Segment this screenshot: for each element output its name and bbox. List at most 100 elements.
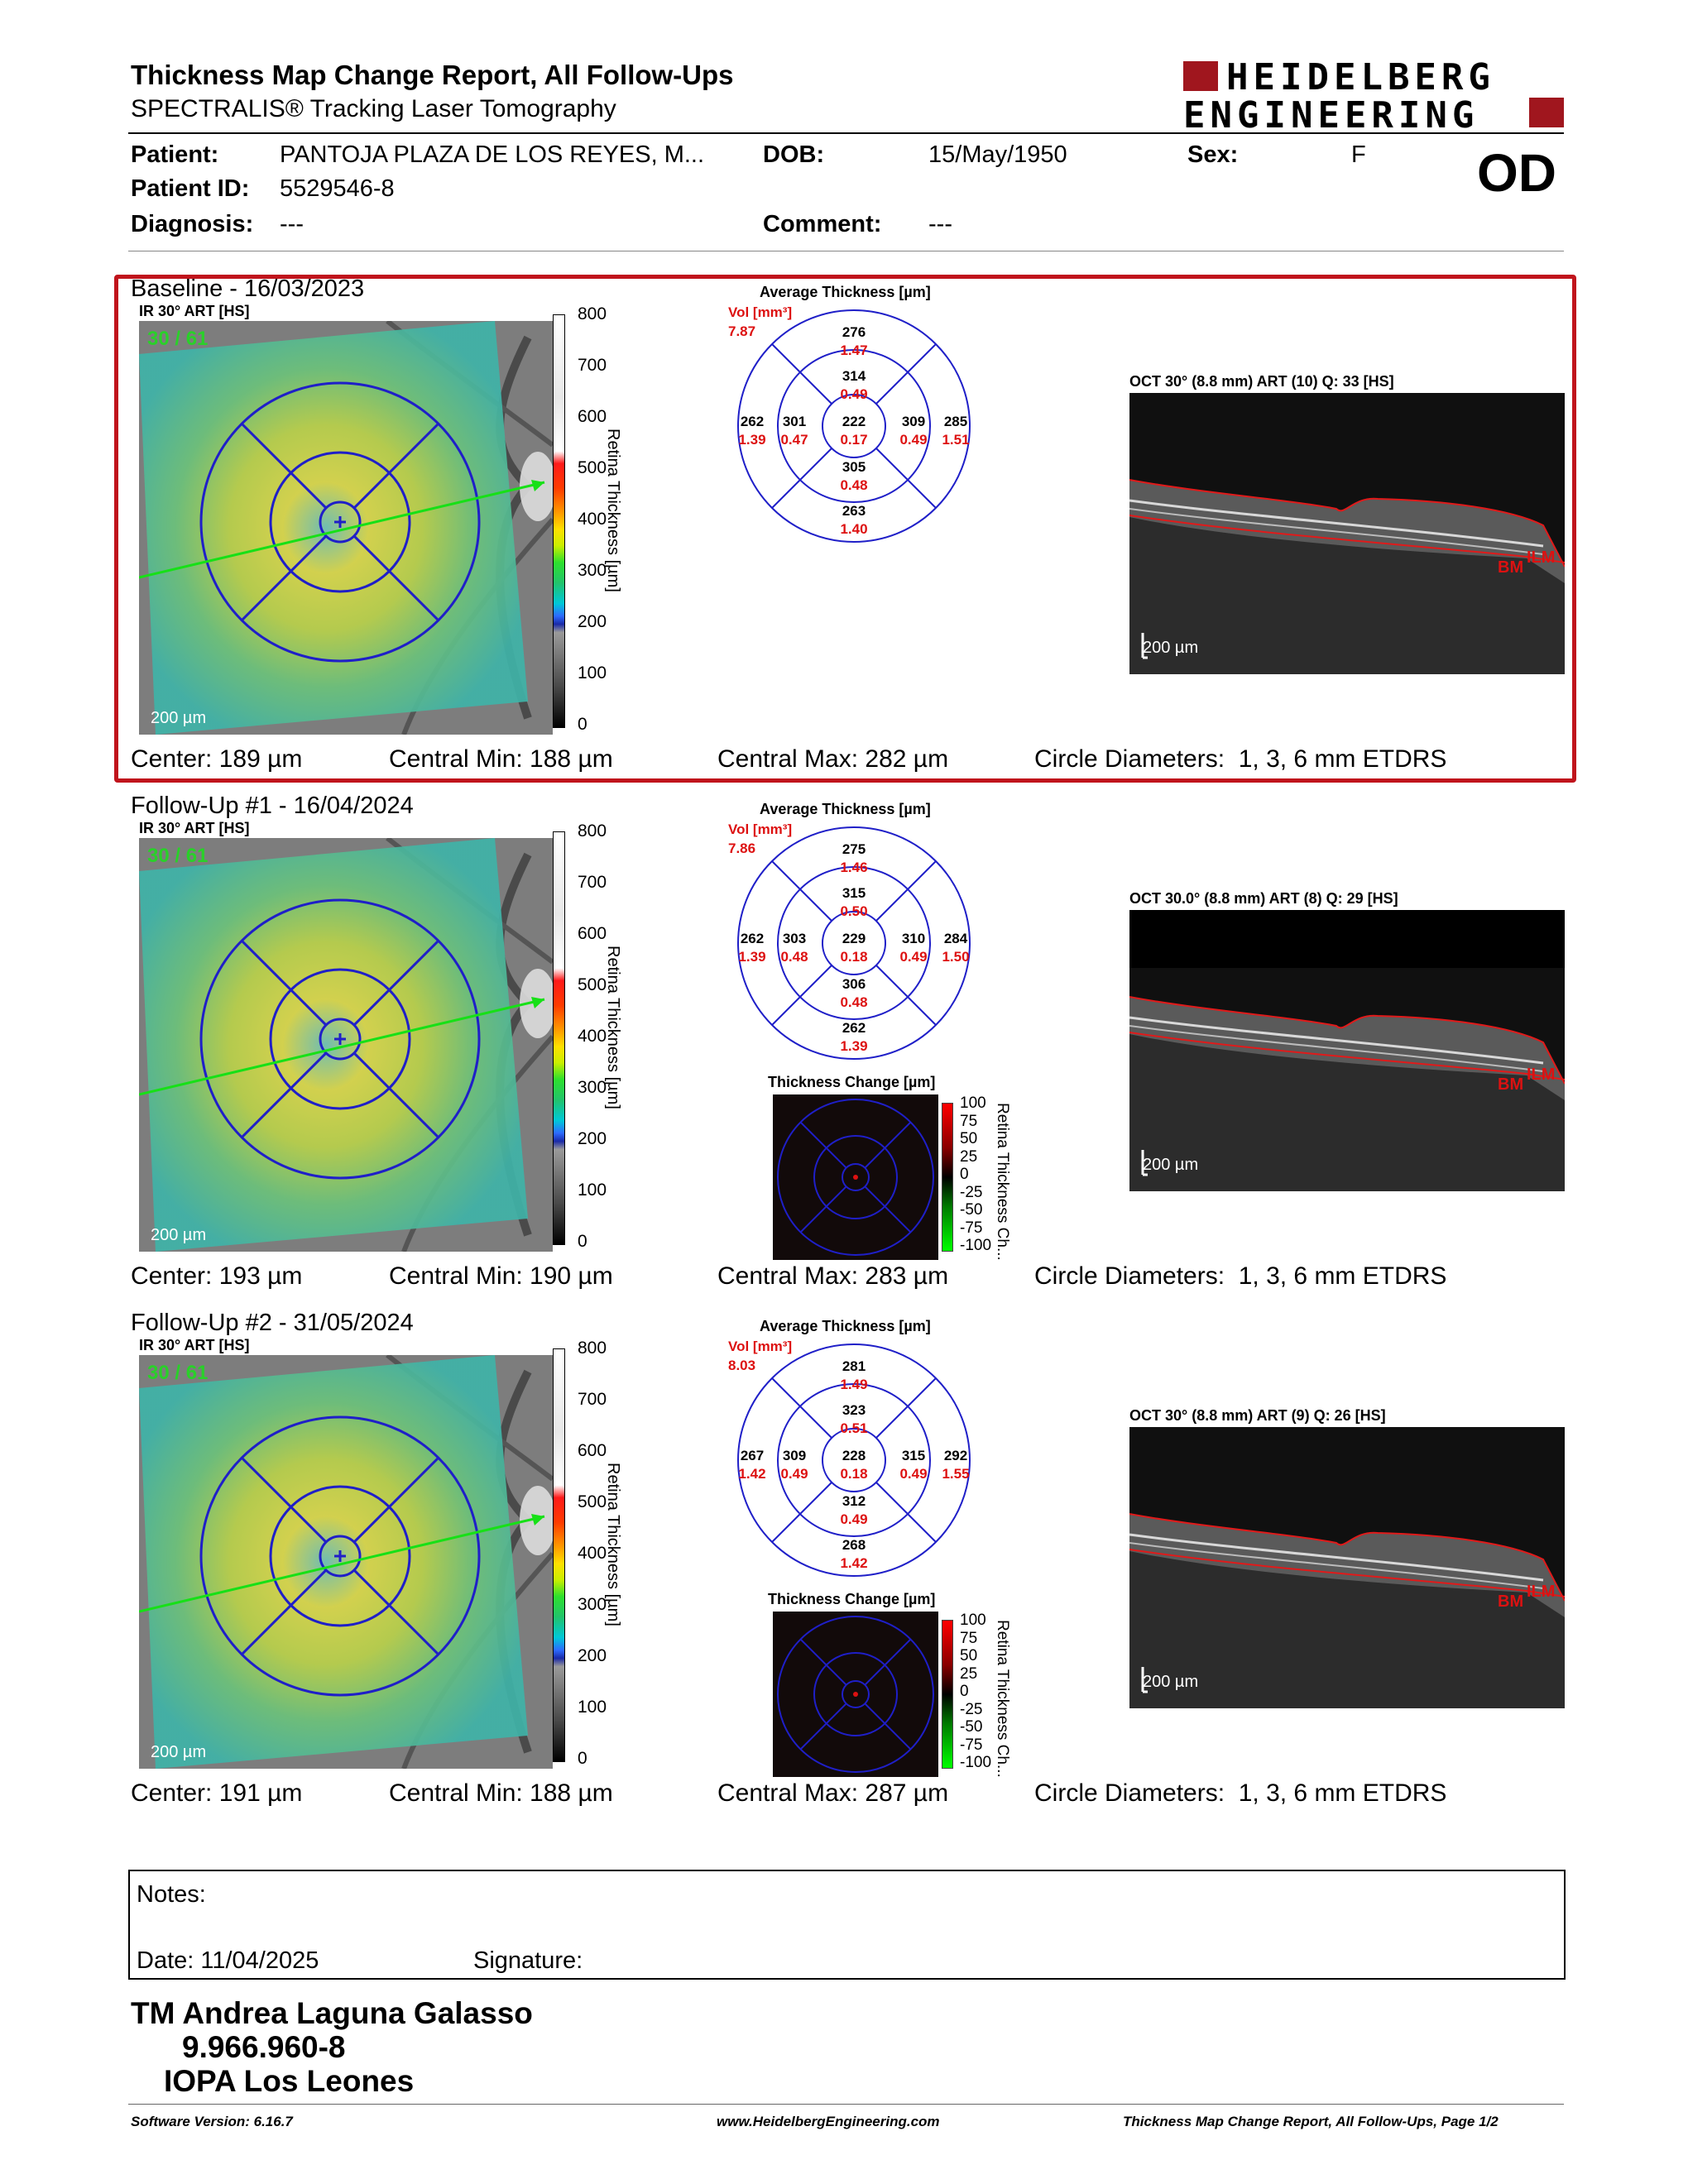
thickness-outer-top: 276 <box>842 324 866 340</box>
change-tick: 50 <box>960 1130 978 1147</box>
thickness-inner-right: 315 <box>902 1448 925 1463</box>
notes-box[interactable]: Notes: Date: 11/04/2025 Signature: <box>128 1870 1566 1980</box>
volume-inner-top: 0.50 <box>840 903 867 919</box>
central-max: Central Max: 287 µm <box>717 1779 949 1807</box>
colorbar-tick: 100 <box>578 663 607 682</box>
center-measure: Center: 193 µm <box>131 1262 303 1290</box>
circle-diameters: Circle Diameters: 1, 3, 6 mm ETDRS <box>1034 745 1447 773</box>
vol-total: 7.87 <box>728 323 756 339</box>
colorbar-tick: 800 <box>578 821 607 841</box>
volume-outer-top: 1.46 <box>840 860 867 875</box>
thickness-outer-top: 281 <box>842 1358 866 1374</box>
oct-label: OCT 30.0° (8.8 mm) ART (8) Q: 29 [HS] <box>1129 890 1398 907</box>
thickness-outer-left: 262 <box>741 414 764 429</box>
central-min: Central Min: 188 µm <box>389 745 613 773</box>
footer-rule <box>128 2104 1564 2105</box>
volume-inner-bottom: 0.48 <box>840 477 867 493</box>
comment-label: Comment: <box>763 211 882 237</box>
colorbar-tick: 200 <box>578 1646 607 1665</box>
center-measure: Center: 189 µm <box>131 745 303 773</box>
colorbar-label: Retina Thickness [µm] <box>604 946 622 1109</box>
oct-scale: 200 µm <box>1143 1156 1199 1174</box>
vol-total: 7.86 <box>728 841 756 856</box>
thickness-inner-bottom: 312 <box>842 1493 866 1509</box>
thickness-outer-top: 275 <box>842 841 866 857</box>
colorbar-tick: 0 <box>578 715 587 734</box>
fundus-thickness-map: 30 / 61 200 µm <box>139 321 553 735</box>
comment-value: --- <box>928 211 952 237</box>
thickness-colorbar <box>553 831 565 1245</box>
volume-outer-right: 1.50 <box>942 949 969 965</box>
change-tick: 100 <box>960 1094 986 1112</box>
volume-center: 0.18 <box>840 949 867 965</box>
vol-label: Vol [mm³] <box>728 304 793 320</box>
oct-bscan: 200 µm BM ILM <box>1129 393 1565 674</box>
colorbar-tick: 500 <box>578 458 607 477</box>
change-tick: -100 <box>960 1237 992 1254</box>
volume-center: 0.18 <box>840 1466 867 1482</box>
ilm-label: ILM <box>1527 1583 1556 1601</box>
change-tick: 50 <box>960 1647 978 1664</box>
page-info: Thickness Map Change Report, All Follow-… <box>1123 2114 1499 2129</box>
change-tick: 0 <box>960 1166 969 1183</box>
notes-signature: Signature: <box>473 1947 583 1974</box>
fundus-scale: 200 µm <box>151 1743 207 1761</box>
circle-diameters: Circle Diameters: 1, 3, 6 mm ETDRS <box>1034 1262 1447 1290</box>
oct-label: OCT 30° (8.8 mm) ART (9) Q: 26 [HS] <box>1129 1407 1386 1424</box>
thickness-colorbar <box>553 314 565 728</box>
oct-scale: 200 µm <box>1143 639 1199 657</box>
change-bar-label: Retina Thickness Ch... <box>994 1103 1011 1261</box>
logo-text-line2: ENGINEERING <box>1183 94 1479 136</box>
eye-indicator: OD <box>1477 143 1556 203</box>
thickness-outer-bottom: 262 <box>842 1020 866 1036</box>
ir-label: IR 30° ART [HS] <box>139 820 250 836</box>
change-tick: 25 <box>960 1147 978 1166</box>
volume-outer-top: 1.47 <box>840 342 867 358</box>
section-title: Follow-Up #2 - 31/05/2024 <box>131 1310 414 1336</box>
thickness-inner-bottom: 306 <box>842 976 866 992</box>
volume-inner-bottom: 0.49 <box>840 1511 867 1527</box>
volume-inner-top: 0.49 <box>840 386 867 402</box>
thickness-inner-right: 310 <box>902 931 925 946</box>
thickness-change-label: Thickness Change [µm] <box>768 1591 936 1607</box>
avg-thickness-label: Average Thickness [µm] <box>760 1318 931 1334</box>
ir-label: IR 30° ART [HS] <box>139 303 250 319</box>
volume-outer-bottom: 1.42 <box>840 1555 867 1571</box>
volume-inner-right: 0.49 <box>899 949 927 965</box>
thickness-inner-left: 309 <box>783 1448 806 1463</box>
change-tick: 0 <box>960 1683 969 1700</box>
change-tick: -25 <box>960 1183 983 1201</box>
colorbar-tick: 400 <box>578 510 607 529</box>
thickness-outer-right: 285 <box>944 414 967 429</box>
colorbar-tick: 200 <box>578 612 607 631</box>
colorbar-tick: 500 <box>578 975 607 994</box>
thickness-change-label: Thickness Change [µm] <box>768 1074 936 1090</box>
colorbar-tick: 0 <box>578 1749 587 1768</box>
etdrs-grid: 275 1.46 315 0.50 262 1.39 303 0.48 229 0.18 310 0.… <box>730 819 978 1067</box>
colorbar-tick: 600 <box>578 924 607 943</box>
thickness-outer-left: 262 <box>741 931 764 946</box>
sex-label: Sex: <box>1187 141 1239 168</box>
colorbar-tick: 700 <box>578 1390 607 1409</box>
colorbar-tick: 800 <box>578 1339 607 1358</box>
change-tick: 100 <box>960 1612 986 1629</box>
volume-outer-left: 1.39 <box>738 432 765 448</box>
technician-institution: IOPA Los Leones <box>164 2064 415 2098</box>
volume-outer-right: 1.55 <box>942 1466 969 1482</box>
fundus-scale: 200 µm <box>151 1226 207 1244</box>
ilm-label: ILM <box>1527 548 1556 567</box>
change-bar-label: Retina Thickness Ch... <box>994 1620 1011 1778</box>
thickness-change-map <box>773 1612 938 1777</box>
colorbar-tick: 700 <box>578 356 607 375</box>
change-tick: -50 <box>960 1201 983 1219</box>
oct-bscan: 200 µm BM ILM <box>1129 910 1565 1191</box>
report-subtitle: SPECTRALIS® Tracking Laser Tomography <box>131 95 616 122</box>
colorbar-label: Retina Thickness [µm] <box>604 1463 622 1626</box>
thickness-inner-right: 309 <box>902 414 925 429</box>
dob-value: 15/May/1950 <box>928 141 1067 168</box>
volume-outer-top: 1.49 <box>840 1377 867 1392</box>
patient-id-label: Patient ID: <box>131 175 250 202</box>
thickness-center: 229 <box>842 931 866 946</box>
bm-label: BM <box>1498 1075 1524 1094</box>
website-link[interactable]: www.HeidelbergEngineering.com <box>717 2114 940 2129</box>
